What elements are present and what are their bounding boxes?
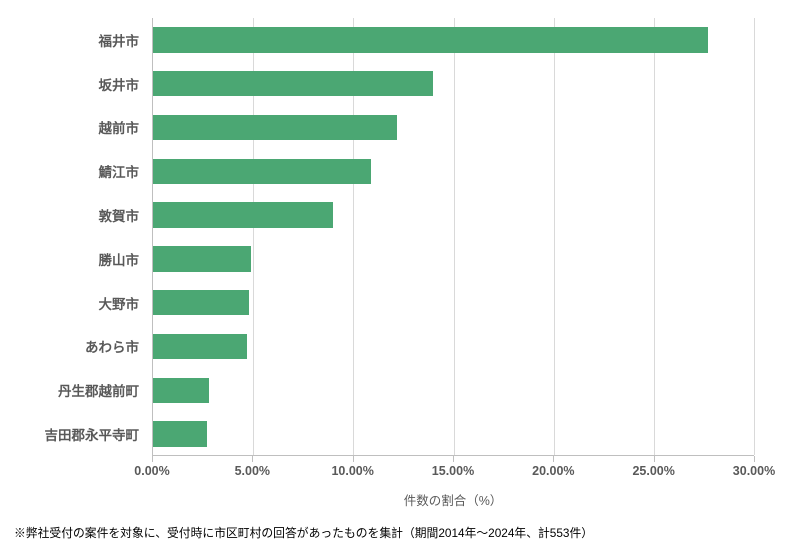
x-tick-mark: [453, 456, 454, 462]
bar: [153, 202, 333, 227]
y-label: 越前市: [0, 106, 145, 150]
y-label-text: 敦賀市: [99, 205, 140, 225]
y-label-text: 鯖江市: [99, 161, 140, 181]
bar: [153, 334, 247, 359]
y-label-text: あわら市: [85, 336, 139, 356]
y-label-text: 吉田郡永平寺町: [45, 424, 140, 444]
y-label: 大野市: [0, 281, 145, 325]
y-label: 福井市: [0, 18, 145, 62]
y-label: 敦賀市: [0, 193, 145, 237]
bar: [153, 115, 397, 140]
y-label: 丹生郡越前町: [0, 368, 145, 412]
y-label-text: 丹生郡越前町: [58, 380, 139, 400]
y-label-text: 福井市: [99, 30, 140, 50]
bar: [153, 421, 207, 446]
x-axis-title: 件数の割合（%）: [152, 490, 754, 509]
bar: [153, 159, 371, 184]
y-axis-labels: 福井市 坂井市 越前市 鯖江市 敦賀市 勝山市 大野市 あわら市 丹生郡越前町 …: [0, 18, 145, 456]
y-label: 勝山市: [0, 237, 145, 281]
x-axis-ticks: 0.00% 5.00% 10.00% 15.00% 20.00% 25.00% …: [152, 460, 754, 482]
chart-container: 福井市 坂井市 越前市 鯖江市 敦賀市 勝山市 大野市 あわら市 丹生郡越前町 …: [0, 0, 790, 551]
bar: [153, 246, 251, 271]
x-tick-mark: [754, 456, 755, 462]
bar: [153, 27, 708, 52]
plot-area: [152, 18, 754, 456]
x-tick-label: 5.00%: [235, 464, 270, 478]
footnote: ※弊社受付の案件を対象に、受付時に市区町村の回答があったものを集計（期間2014…: [14, 524, 593, 541]
bar-row: [153, 412, 754, 456]
y-label: 吉田郡永平寺町: [0, 412, 145, 456]
bar-row: [153, 325, 754, 369]
bar-row: [153, 149, 754, 193]
y-label: あわら市: [0, 325, 145, 369]
bar: [153, 71, 433, 96]
bar-row: [153, 281, 754, 325]
y-label-text: 坂井市: [99, 74, 140, 94]
bar-row: [153, 62, 754, 106]
bar: [153, 290, 249, 315]
x-tick-label: 10.00%: [331, 464, 373, 478]
bar-row: [153, 106, 754, 150]
gridline: [754, 18, 755, 455]
x-tick-label: 15.00%: [432, 464, 474, 478]
x-tick-mark: [353, 456, 354, 462]
y-label: 鯖江市: [0, 149, 145, 193]
x-tick-label: 20.00%: [532, 464, 574, 478]
x-tick-mark: [252, 456, 253, 462]
bar: [153, 378, 209, 403]
bar-row: [153, 368, 754, 412]
y-label-text: 越前市: [99, 117, 140, 137]
x-tick-mark: [553, 456, 554, 462]
x-tick-mark: [654, 456, 655, 462]
y-label-text: 勝山市: [99, 249, 140, 269]
bar-row: [153, 237, 754, 281]
y-label-text: 大野市: [99, 293, 140, 313]
bar-row: [153, 193, 754, 237]
x-tick-label: 30.00%: [733, 464, 775, 478]
bar-row: [153, 18, 754, 62]
x-tick-mark: [152, 456, 153, 462]
x-tick-label: 25.00%: [632, 464, 674, 478]
y-label: 坂井市: [0, 62, 145, 106]
x-tick-label: 0.00%: [134, 464, 169, 478]
